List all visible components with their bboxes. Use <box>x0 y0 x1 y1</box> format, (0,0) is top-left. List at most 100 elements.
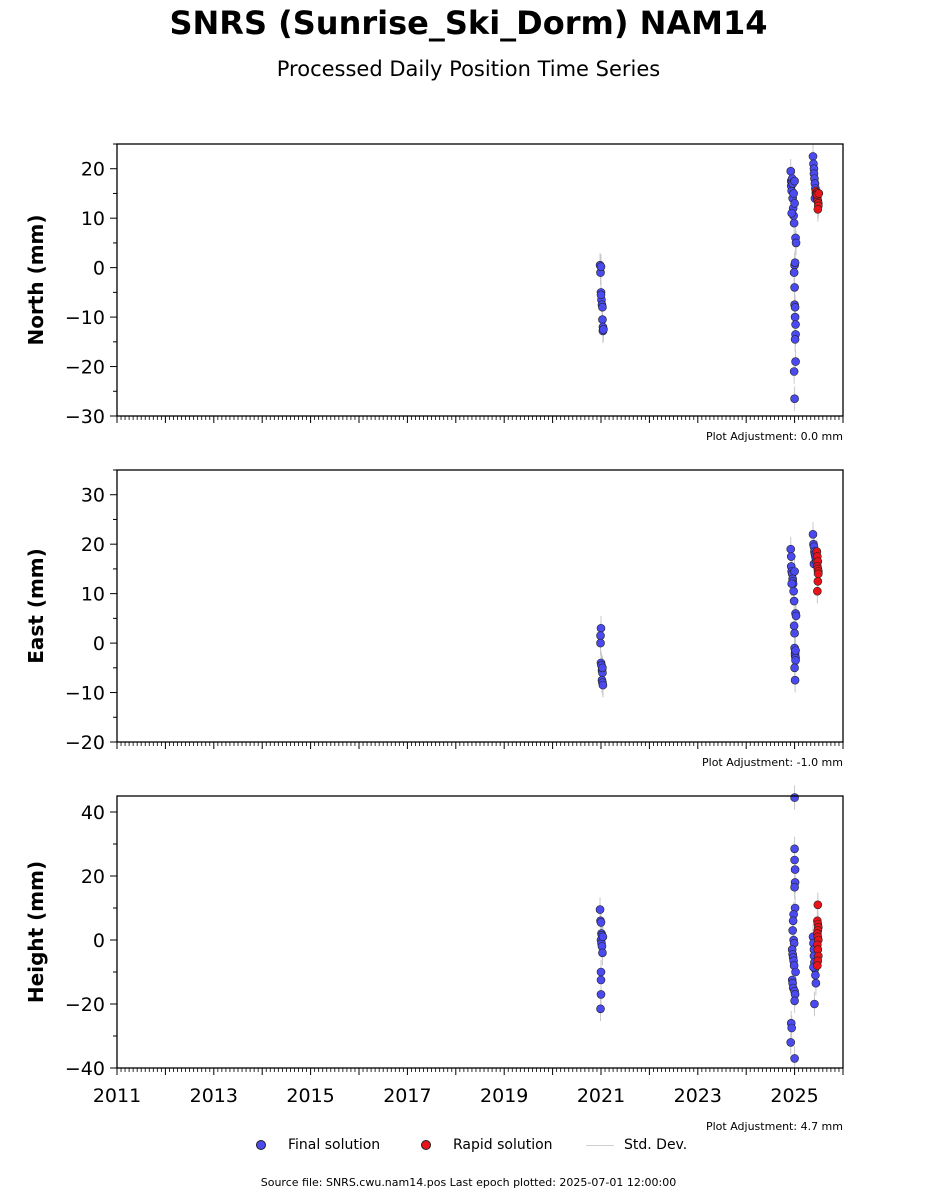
final-solution-point <box>791 357 800 366</box>
final-solution-point <box>596 290 606 300</box>
rapid-solution-point <box>813 576 823 586</box>
panel-1: −30 −20 −10 0 10 20 North (mm) Plot Adjustment:… <box>24 143 844 443</box>
final-solution-point <box>790 855 799 865</box>
y-axis-label: North (mm) <box>24 214 48 345</box>
final-solution-point <box>786 544 796 554</box>
legend-final: Final solution <box>256 1137 380 1153</box>
final-solution-point <box>808 529 818 539</box>
rapid-solution-point <box>814 189 824 198</box>
y-axis-label: East (mm) <box>24 548 48 664</box>
source-footer: Source file: SNRS.cwu.nam14.pos Last epo… <box>260 1176 677 1189</box>
final-solution-point <box>790 199 799 208</box>
final-solution-point <box>596 918 606 927</box>
y-tick-label: −20 <box>65 357 105 379</box>
y-tick-label: 20 <box>81 159 105 181</box>
plot-frame <box>116 143 844 417</box>
final-solution-point <box>790 844 799 854</box>
y-tick-label: 30 <box>81 485 105 507</box>
final-solution-point <box>791 611 801 621</box>
final-solution-point <box>811 978 821 988</box>
final-solution-point <box>596 638 605 648</box>
final-solution-point <box>787 208 796 218</box>
plot-frame <box>116 795 844 1069</box>
final-solution-point <box>790 567 799 576</box>
plot-adjustment-note: Plot Adjustment: 4.7 mm <box>706 1120 843 1133</box>
final-solution-point <box>598 302 607 312</box>
y-tick-label: 0 <box>93 930 105 952</box>
final-solution-point <box>789 268 799 277</box>
final-solution-point <box>787 579 796 589</box>
final-solution-point <box>810 999 819 1009</box>
legend: Final solution Rapid solution Std. Dev. <box>0 1137 937 1159</box>
final-solution-point <box>598 680 608 690</box>
panel-3: −40 −20 0 20 40 2011 2013 2015 2017 2019 2021 2023 2… <box>24 785 844 1133</box>
final-solution-point <box>789 586 798 596</box>
y-tick-label: 10 <box>81 208 105 230</box>
final-solution-point <box>598 932 608 942</box>
y-tick-label: −20 <box>65 994 105 1016</box>
chart-subtitle: Processed Daily Position Time Series <box>276 57 661 81</box>
final-solution-point <box>596 262 606 271</box>
plot-adjustment-note: Plot Adjustment: -1.0 mm <box>702 756 843 769</box>
final-solution-point <box>791 656 800 665</box>
final-solution-point <box>596 975 606 985</box>
legend-rapid-label: Rapid solution <box>453 1137 553 1153</box>
x-tick-label: 2023 <box>674 1085 722 1107</box>
y-tick-label: 0 <box>93 633 105 655</box>
final-solution-point <box>790 258 800 267</box>
final-solution-point <box>790 865 800 874</box>
x-tick-label: 2015 <box>286 1085 334 1107</box>
final-solution-point <box>790 176 799 186</box>
final-solution-point <box>595 905 605 914</box>
y-tick-label: 10 <box>81 584 105 606</box>
y-tick-label: 20 <box>81 866 105 888</box>
final-solution-point <box>808 152 818 161</box>
final-solution-point <box>599 325 608 334</box>
legend-std: Std. Dev. <box>586 1137 687 1153</box>
final-solution-point <box>789 367 799 376</box>
y-tick-label: −10 <box>65 683 105 705</box>
y-tick-label: 40 <box>81 802 105 824</box>
final-solution-point <box>596 631 605 640</box>
final-solution-point <box>791 320 800 329</box>
legend-rapid: Rapid solution <box>421 1137 553 1153</box>
y-tick-label: −30 <box>65 406 105 428</box>
legend-final-marker <box>256 1140 266 1150</box>
x-tick-label: 2025 <box>770 1085 818 1107</box>
final-solution-point <box>790 628 799 638</box>
final-solution-point <box>790 312 800 322</box>
legend-rapid-marker <box>421 1140 431 1150</box>
chart-title: SNRS (Sunrise_Ski_Dorm) NAM14 <box>169 4 768 42</box>
final-solution-point <box>788 926 797 935</box>
final-solution-point <box>596 1004 605 1014</box>
final-solution-point <box>790 996 799 1006</box>
final-solution-point <box>790 335 800 344</box>
x-tick-label: 2011 <box>93 1085 141 1107</box>
y-tick-label: −20 <box>65 732 105 754</box>
y-tick-label: −40 <box>65 1058 105 1080</box>
x-tick-label: 2019 <box>480 1085 528 1107</box>
y-tick-label: 20 <box>81 534 105 556</box>
final-solution-point <box>791 238 801 248</box>
final-solution-point <box>790 793 799 802</box>
final-solution-point <box>598 948 607 958</box>
y-tick-label: 0 <box>93 258 105 280</box>
rapid-solution-point <box>813 900 823 910</box>
rapid-solution-point <box>813 586 822 596</box>
final-solution-point <box>791 967 800 977</box>
final-solution-point <box>790 1054 799 1063</box>
panel-2: −20 −10 0 10 20 30 East (mm) Plot Adjustment: -… <box>24 469 844 769</box>
plot-frame <box>116 469 844 743</box>
final-solution-point <box>598 663 607 673</box>
rapid-solution-point <box>813 204 823 214</box>
final-solution-point <box>789 189 798 198</box>
final-solution-point <box>789 596 799 606</box>
legend-std-label: Std. Dev. <box>624 1137 688 1153</box>
final-solution-point <box>790 675 800 685</box>
final-solution-point <box>786 1038 796 1047</box>
final-solution-point <box>790 283 799 292</box>
final-solution-point <box>790 394 799 403</box>
x-tick-label: 2021 <box>577 1085 625 1107</box>
final-solution-point <box>598 315 607 324</box>
